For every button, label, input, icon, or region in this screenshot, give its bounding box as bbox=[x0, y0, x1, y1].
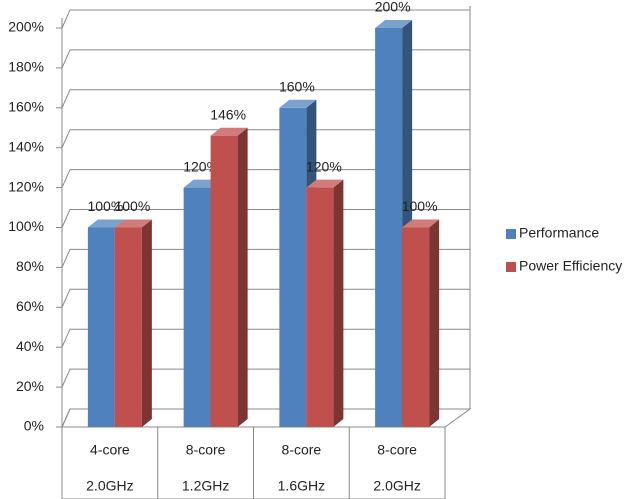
x-tick-label: 8-core bbox=[186, 442, 226, 458]
data-label: 120% bbox=[306, 158, 342, 174]
bar-top bbox=[279, 99, 317, 108]
x-tick-label: 2.0GHz bbox=[373, 478, 420, 494]
bar-top bbox=[87, 219, 125, 228]
grid-line bbox=[61, 129, 470, 148]
bar bbox=[375, 28, 403, 427]
y-tick-label: 200% bbox=[8, 19, 44, 35]
bar-top bbox=[210, 127, 248, 136]
y-tick-label: 100% bbox=[8, 218, 44, 234]
y-tick-label: 60% bbox=[16, 298, 44, 314]
grid-line bbox=[61, 9, 470, 29]
data-label: 146% bbox=[210, 106, 246, 122]
bar-top bbox=[375, 20, 413, 28]
bar-side bbox=[429, 219, 440, 427]
x-tick-label: 2.0GHz bbox=[86, 478, 133, 494]
bar bbox=[183, 187, 211, 427]
legend-swatch bbox=[506, 262, 516, 272]
x-tick-label: 8-core bbox=[377, 442, 417, 458]
bar bbox=[114, 227, 142, 427]
bar-top bbox=[114, 219, 152, 228]
y-tick-label: 120% bbox=[8, 178, 44, 194]
grid-line bbox=[61, 169, 470, 188]
y-tick-label: 40% bbox=[16, 338, 44, 354]
legend-label: Power Efficiency bbox=[519, 258, 622, 274]
x-tick-label: 4-core bbox=[90, 442, 130, 458]
legend-label: Performance bbox=[519, 225, 599, 241]
data-label: 100% bbox=[114, 198, 150, 214]
bar-side bbox=[333, 179, 344, 427]
bar-top bbox=[306, 179, 344, 188]
y-tick-label: 180% bbox=[8, 59, 44, 75]
bar-side bbox=[141, 219, 152, 427]
y-tick-label: 140% bbox=[8, 138, 44, 154]
bar-top bbox=[402, 219, 440, 228]
bar bbox=[279, 107, 307, 428]
x-tick-label: 1.2GHz bbox=[182, 478, 229, 494]
data-label: 200% bbox=[375, 0, 411, 15]
x-tick-label: 1.6GHz bbox=[278, 478, 325, 494]
x-tick-label: 8-core bbox=[282, 442, 322, 458]
bar bbox=[87, 227, 115, 427]
bar bbox=[306, 187, 334, 427]
y-tick-label: 20% bbox=[16, 378, 44, 394]
bar bbox=[210, 135, 238, 428]
y-tick-label: 0% bbox=[24, 418, 44, 434]
bar-side bbox=[237, 127, 248, 427]
bar bbox=[402, 227, 430, 427]
data-label: 120% bbox=[183, 158, 219, 174]
data-label: 100% bbox=[87, 198, 123, 214]
y-tick-label: 160% bbox=[8, 99, 44, 115]
data-label: 100% bbox=[402, 198, 438, 214]
y-tick-label: 80% bbox=[16, 258, 44, 274]
data-label: 160% bbox=[279, 79, 315, 95]
grid-line bbox=[61, 49, 470, 69]
grid-line bbox=[61, 89, 470, 109]
legend-swatch bbox=[506, 229, 516, 239]
